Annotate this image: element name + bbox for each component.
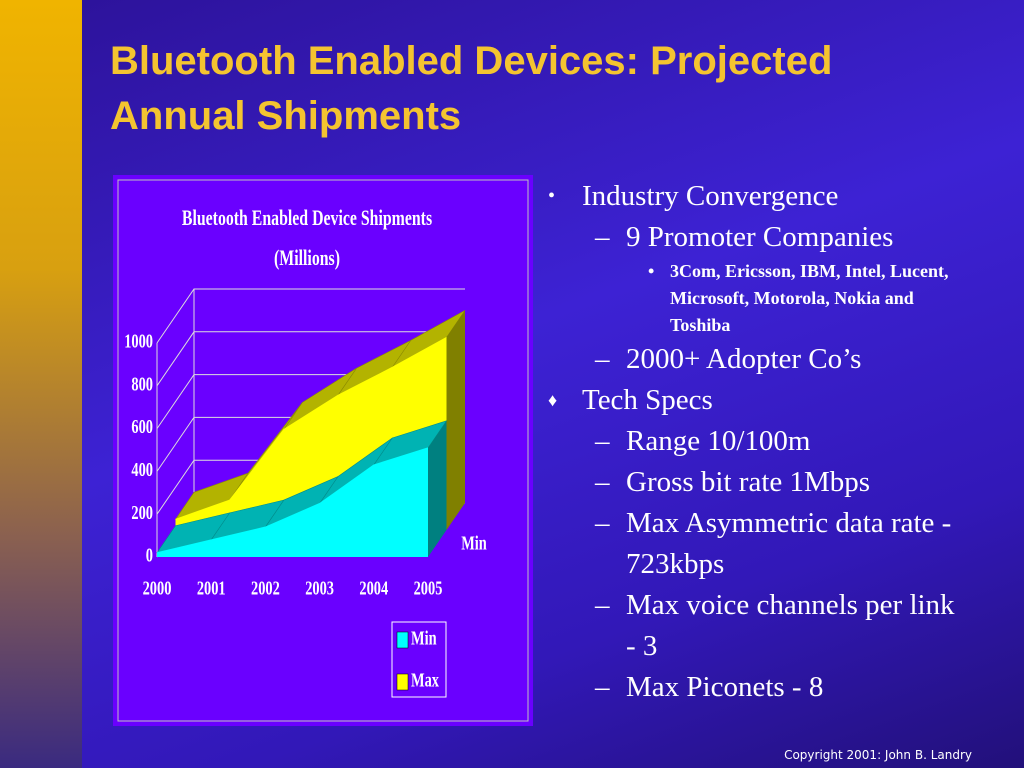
bullet-text: Range 10/100m [626, 425, 811, 457]
bullet-item: Range 10/100m [582, 421, 968, 462]
bullet-item: 3Com, Ericsson, IBM, Intel, Lucent, Micr… [626, 258, 960, 339]
legend-swatch [396, 631, 409, 649]
x-tick-label: 2002 [251, 576, 280, 599]
bullet-level: 9 Promoter Companies 3Com, Ericsson, IBM,… [582, 217, 968, 380]
y-tick-label: 400 [131, 458, 153, 481]
y-tick-label: 200 [131, 500, 153, 523]
legend-box [391, 621, 447, 698]
bullet-text: Max voice channels per link - 3 [626, 589, 955, 662]
chart-title: Bluetooth Enabled Device Shipments [182, 207, 432, 231]
side-strip [0, 0, 82, 768]
area-side [446, 310, 465, 530]
legend-swatch [396, 673, 409, 691]
bullet-list: Industry Convergence 9 Promoter Companies… [548, 176, 968, 708]
x-tick-label: 2000 [143, 576, 172, 599]
legend-label: Min [411, 626, 437, 649]
bullet-text: Gross bit rate 1Mbps [626, 466, 871, 498]
area-side [428, 420, 447, 557]
bullet-item: 2000+ Adopter Co’s [582, 339, 968, 380]
series-axis-label: Min [461, 531, 487, 554]
slide-title: Bluetooth Enabled Devices: Projected Ann… [110, 39, 833, 138]
bullet-text: Tech Specs [582, 384, 713, 416]
y-tick-label: 1000 [124, 329, 153, 352]
bullet-item: Max Asymmetric data rate - 723kbps [582, 503, 968, 585]
chart-border [117, 179, 529, 722]
bullet-level: Range 10/100m Gross bit rate 1Mbps Max Asy… [582, 421, 968, 708]
bullet-level: 3Com, Ericsson, IBM, Intel, Lucent, Micr… [626, 258, 968, 339]
grid-line [156, 331, 465, 387]
bullet-item: 9 Promoter Companies 3Com, Ericsson, IBM,… [582, 217, 968, 339]
chart-subtitle: (Millions) [274, 247, 340, 271]
x-tick-label: 2001 [197, 576, 226, 599]
bullet-item: Tech Specs Range 10/100m Gross bit rate 1M… [548, 380, 968, 708]
bullet-text: Max Piconets - 8 [626, 671, 824, 703]
legend-label: Max [411, 668, 439, 691]
y-tick-label: 600 [131, 415, 153, 438]
bullet-text: 3Com, Ericsson, IBM, Intel, Lucent, Micr… [670, 261, 949, 335]
x-tick-label: 2003 [305, 576, 334, 599]
x-tick-label: 2005 [414, 576, 443, 599]
area-line [175, 336, 447, 520]
grid-line [156, 288, 465, 344]
bullet-text: 2000+ Adopter Co’s [626, 343, 862, 375]
bullet-item: Max Piconets - 8 [582, 667, 968, 708]
bullet-item: Max voice channels per link - 3 [582, 585, 968, 667]
x-tick-label: 2004 [359, 576, 388, 599]
footer: Copyright 2001: John B. Landry [784, 748, 972, 762]
bullet-level: Industry Convergence 9 Promoter Companies… [548, 176, 968, 708]
bullet-text: 9 Promoter Companies [626, 221, 894, 253]
bullet-text: Max Asymmetric data rate - 723kbps [626, 507, 952, 580]
y-tick-label: 0 [146, 543, 153, 566]
bullet-text: Industry Convergence [582, 180, 839, 212]
y-tick-label: 800 [131, 372, 153, 395]
bullet-item: Gross bit rate 1Mbps [582, 462, 968, 503]
area-line [156, 447, 429, 554]
bullet-item: Industry Convergence 9 Promoter Companies… [548, 176, 968, 380]
